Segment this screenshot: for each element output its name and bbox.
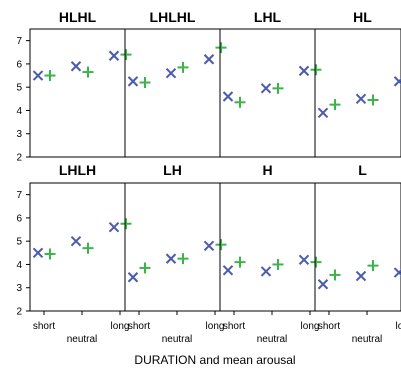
y-tick-label: 3 (16, 129, 22, 140)
plus-marker (44, 70, 56, 82)
plus-marker (310, 256, 322, 268)
plus-marker (234, 256, 246, 268)
x-marker (108, 50, 120, 61)
x-marker (222, 265, 234, 276)
y-axis-row-2: 2 3 4 5 6 7 (16, 190, 30, 318)
x-marker (298, 254, 310, 266)
plus-marker (120, 49, 132, 61)
x-marker (393, 76, 401, 87)
x-label-short: short (33, 321, 55, 332)
x-marker (165, 68, 177, 79)
x-label-long: long (396, 321, 401, 332)
x-label-neutral: neutral (257, 334, 288, 345)
plus-marker (272, 82, 284, 94)
panel-lhl: LHL (219, 9, 322, 158)
x-axis-title: DURATION and mean arousal (134, 353, 295, 367)
x-label-short: short (223, 321, 245, 332)
panel-title: HLHL (59, 9, 97, 25)
y-tick-label: 4 (16, 260, 22, 271)
y-tick-label: 5 (16, 237, 22, 248)
panel-frame (124, 182, 221, 312)
plus-marker (139, 262, 151, 274)
x-marker (70, 235, 82, 247)
panel-title: LHLH (59, 162, 96, 178)
x-marker (127, 76, 139, 87)
panel-frame (314, 182, 401, 312)
x-marker (32, 247, 44, 259)
y-tick-label: 6 (16, 213, 22, 224)
y-tick-label: 4 (16, 106, 22, 117)
x-marker (355, 270, 367, 282)
x-marker (317, 107, 329, 118)
y-tick-label: 2 (16, 307, 22, 318)
plus-marker (120, 218, 132, 230)
panel-lh: LH (124, 162, 227, 312)
panel-h: H (219, 162, 322, 312)
panel-title: LH (163, 162, 182, 178)
y-tick-label: 5 (16, 83, 22, 94)
panel-frame (219, 28, 316, 158)
x-marker (260, 266, 272, 277)
panel-lhlh: LHLH (29, 162, 132, 312)
x-label-neutral: neutral (67, 334, 98, 345)
panel-frame (314, 28, 401, 158)
plus-marker (329, 99, 341, 111)
plus-marker (82, 66, 94, 78)
x-label-short: short (318, 321, 340, 332)
plus-marker (82, 242, 94, 254)
panel-hl: HL (314, 9, 401, 158)
plus-marker (367, 260, 379, 272)
panel-title: LHL (254, 9, 282, 25)
plus-marker (272, 258, 284, 270)
x-label-neutral: neutral (162, 334, 193, 345)
x-marker (108, 222, 120, 233)
x-marker (222, 91, 234, 102)
x-marker (165, 253, 177, 264)
plus-marker (44, 248, 56, 260)
panel-title: H (262, 162, 272, 178)
plus-marker (367, 94, 379, 106)
plus-marker (215, 42, 227, 54)
panel-title: LHLHL (150, 9, 196, 25)
panel-l: L (314, 162, 401, 312)
panel-hlhl: HLHL (29, 9, 132, 158)
panel-frame (219, 182, 316, 312)
x-label-short: short (128, 321, 150, 332)
plus-marker (177, 61, 189, 73)
y-tick-label: 7 (16, 190, 22, 201)
panel-frame (29, 28, 126, 158)
plus-marker (234, 96, 246, 108)
panel-lhlhl: LHLHL (124, 9, 227, 158)
x-marker (127, 272, 139, 283)
plus-marker (215, 239, 227, 251)
panel-frame (124, 28, 221, 158)
x-label-long: long (206, 321, 225, 332)
x-marker (317, 279, 329, 290)
x-label-neutral: neutral (352, 334, 383, 345)
x-label-long: long (111, 321, 130, 332)
y-tick-label: 7 (16, 36, 22, 47)
x-marker (203, 54, 215, 65)
x-marker (260, 83, 272, 94)
plus-marker (329, 269, 341, 281)
y-axis-row-1: 2 3 4 5 6 7 (16, 36, 30, 164)
panel-frame (29, 182, 126, 312)
y-tick-label: 3 (16, 283, 22, 294)
x-marker (393, 267, 401, 278)
x-marker (298, 65, 310, 77)
y-tick-label: 6 (16, 59, 22, 70)
x-marker (32, 70, 44, 81)
x-marker (355, 93, 367, 105)
x-marker (203, 240, 215, 252)
plus-marker (310, 64, 322, 76)
panel-title: HL (353, 9, 372, 25)
x-marker (70, 61, 82, 72)
panel-title: L (358, 162, 367, 178)
x-axis: shortneutrallongshortneutrallongshortneu… (33, 311, 401, 345)
y-tick-label: 2 (16, 153, 22, 164)
plus-marker (139, 77, 151, 89)
plus-marker (177, 253, 189, 265)
x-label-long: long (301, 321, 320, 332)
